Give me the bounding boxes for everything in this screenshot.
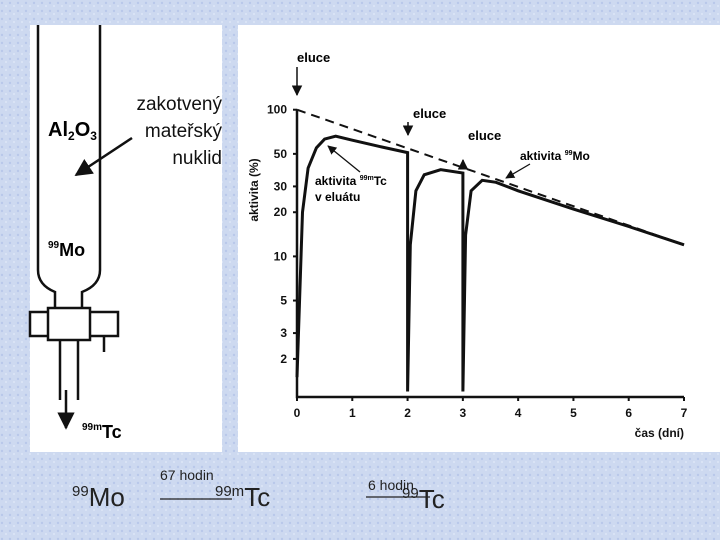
- x-tick-label: 7: [681, 406, 688, 420]
- y-tick-label: 10: [274, 249, 288, 263]
- y-tick-label: 5: [280, 294, 287, 308]
- elution-label: eluce: [468, 128, 501, 143]
- series-line: [295, 134, 685, 392]
- x-tick-label: 0: [294, 406, 301, 420]
- x-tick-label: 5: [570, 406, 577, 420]
- note-line: nuklid: [172, 148, 222, 169]
- annotation-part: Tc: [374, 174, 387, 188]
- x-tick-label: 3: [460, 406, 467, 420]
- elution-label: eluce: [413, 106, 446, 121]
- eluate-label: 99mTc: [82, 422, 122, 442]
- annotation: v eluátu: [315, 190, 360, 204]
- annotation-part: 99: [565, 150, 573, 157]
- y-tick-label: 30: [274, 179, 288, 193]
- series-line: [296, 108, 685, 246]
- x-tick-label: 6: [625, 406, 632, 420]
- decay-daughter: 99mTc: [215, 482, 270, 512]
- x-tick-label: 2: [404, 406, 411, 420]
- decay-product: 99Tc: [402, 484, 445, 514]
- x-axis-label: čas (dní): [635, 426, 684, 440]
- y-tick-label: 20: [274, 205, 288, 219]
- annotation-part: aktivita: [520, 149, 565, 163]
- column-panel: [30, 25, 222, 452]
- parent-label: 99Mo: [48, 240, 85, 260]
- annotation-part: Mo: [573, 149, 590, 163]
- y-tick-label: 3: [280, 326, 287, 340]
- half-life: 6 hodin: [368, 477, 414, 493]
- half-life: 67 hodin: [160, 467, 214, 483]
- note-line: zakotvený: [136, 94, 222, 115]
- note-line: mateřský: [145, 121, 223, 142]
- annotation: aktivita 99mTc: [315, 174, 387, 188]
- y-axis-label: aktivita (%): [247, 158, 261, 221]
- annotation: aktivita 99Mo: [520, 149, 590, 163]
- y-tick-label: 100: [267, 103, 287, 117]
- x-tick-label: 1: [349, 406, 356, 420]
- y-tick-label: 50: [274, 147, 288, 161]
- elution-label: eluce: [297, 50, 330, 65]
- annotation-part: aktivita: [315, 174, 360, 188]
- x-tick-label: 4: [515, 406, 522, 420]
- decay-chain: 99Mo 67 hodin 99mTc 6 hodin 99Tc: [72, 467, 445, 514]
- y-tick-label: 2: [280, 352, 287, 366]
- annotation-part: 99m: [360, 175, 374, 182]
- decay-parent: 99Mo: [72, 482, 125, 512]
- annotation-arrow: [327, 145, 361, 173]
- annotation-arrow: [505, 163, 531, 179]
- chart-panel: [238, 25, 720, 452]
- adsorbent-label: Al2O3: [48, 119, 97, 143]
- column-drawing: [28, 25, 133, 430]
- chart: 2 3 5 10 20 30 50 100 0 1 2 3 4 5 6 7 čas (dní) aktivita …: [247, 50, 688, 440]
